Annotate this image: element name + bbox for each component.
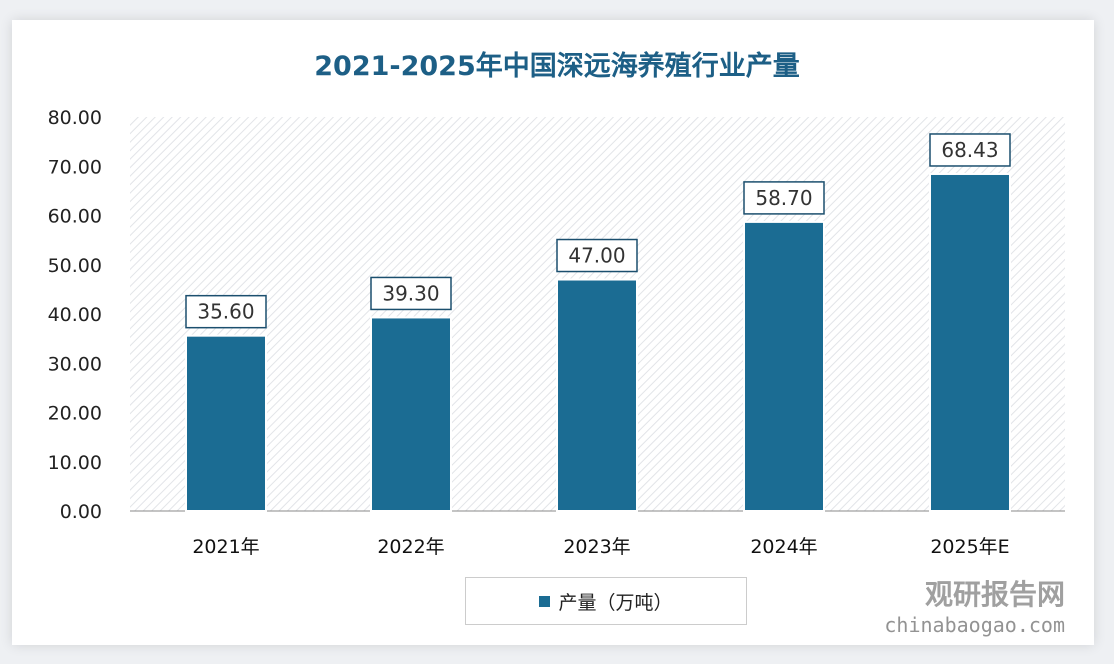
x-tick-label: 2024年: [750, 536, 817, 558]
x-tick-label: 2021年: [192, 536, 259, 558]
bar: [556, 278, 638, 512]
data-label-box: [370, 276, 452, 311]
data-label-box: [743, 181, 825, 215]
y-tick-label: 60.00: [48, 206, 102, 228]
x-tick-label: 2023年: [563, 536, 630, 558]
data-label: 39.30: [382, 281, 439, 305]
data-label: 47.00: [568, 244, 625, 268]
y-tick-label: 0.00: [60, 501, 102, 523]
bar: [743, 220, 825, 512]
y-tick-label: 80.00: [48, 107, 102, 129]
legend: 产量（万吨）: [465, 577, 747, 625]
data-label-box: [556, 238, 638, 273]
chart-title: 2021-2025年中国深远海养殖行业产量: [314, 51, 800, 82]
data-label: 35.60: [197, 300, 254, 324]
x-tick-label: 2025年E: [930, 536, 1009, 558]
y-tick-label: 20.00: [48, 403, 102, 425]
y-tick-label: 30.00: [48, 353, 102, 375]
bar: [929, 172, 1011, 513]
data-label-box: [185, 294, 267, 329]
x-tick-label: 2022年: [377, 536, 444, 558]
data-label: 68.43: [941, 138, 998, 162]
data-label-box: [929, 133, 1011, 167]
legend-label: 产量（万吨）: [558, 591, 673, 614]
y-tick-label: 70.00: [48, 156, 102, 178]
watermark-logo: 观研报告网: [925, 578, 1065, 611]
watermark-url: chinabaogao.com: [884, 613, 1065, 637]
bar: [185, 334, 267, 513]
legend-swatch: [539, 595, 551, 607]
y-tick-label: 50.00: [48, 255, 102, 277]
data-label: 58.70: [755, 186, 812, 210]
y-tick-label: 10.00: [48, 452, 102, 474]
y-tick-label: 40.00: [48, 304, 102, 326]
bar: [370, 316, 452, 513]
